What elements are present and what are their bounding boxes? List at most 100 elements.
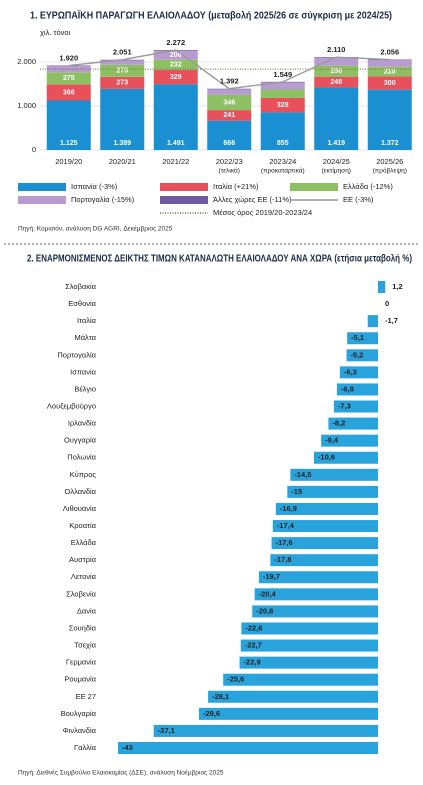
- total-label: 1.549: [273, 70, 292, 79]
- total-label: 1.392: [220, 77, 239, 86]
- y-tick-label: 0: [32, 145, 36, 154]
- category-label: Κροατία: [69, 521, 96, 530]
- bar-segment: [46, 72, 91, 85]
- value-label: -25,6: [227, 675, 244, 684]
- y-tick-label: 1.000: [17, 101, 36, 110]
- legend-swatch: [18, 183, 66, 191]
- total-label: 2.110: [327, 45, 345, 54]
- bar-segment: [207, 110, 252, 121]
- category-label: Σλοβενία: [66, 589, 97, 598]
- bar-segment: [314, 87, 359, 150]
- bar-segment: [367, 89, 412, 150]
- value-label: -8,2: [332, 419, 345, 428]
- bar: [321, 434, 378, 447]
- value-label: -22,7: [245, 641, 262, 650]
- value-label: -17,8: [274, 555, 291, 564]
- x-tick-label: 2019/20: [55, 157, 82, 166]
- category-label: Αυστρία: [69, 555, 97, 564]
- bar: [254, 588, 378, 601]
- bar-segment: [367, 60, 412, 67]
- category-label: Πολωνία: [67, 453, 96, 462]
- bar: [272, 520, 378, 533]
- value-label: -9,4: [325, 436, 339, 445]
- category-label: Εσθονία: [68, 299, 96, 308]
- bar-segment: [100, 88, 145, 150]
- value-label: -17,4: [277, 521, 295, 530]
- source: Πηγή: Κομισιόν, ανάλυση DG AGRI, Δεκέμβρ…: [18, 225, 173, 233]
- category-label: Ιρλανδία: [68, 419, 97, 428]
- value-label: -20,4: [259, 589, 277, 598]
- chart-title: 2. ΕΝΑΡΜΟΝΙΣΜΕΝΟΣ ΔΕΙΚΤΗΣ ΤΙΜΩΝ ΚΑΤΑΝΑΛΩ…: [27, 254, 412, 265]
- bar: [270, 554, 378, 567]
- total-label: 1.920: [59, 54, 78, 63]
- bar-segment: [153, 84, 198, 150]
- bar: [208, 690, 378, 703]
- y-axis-label: χιλ. τόνοι: [40, 28, 71, 37]
- bar: [290, 468, 378, 481]
- x-tick-label: 2020/21: [109, 157, 136, 166]
- value-label: 666: [223, 140, 235, 147]
- x-tick-note: (τελικά): [219, 167, 240, 175]
- value-label: -20,8: [256, 606, 273, 615]
- y-tick-label: 2.000: [17, 57, 36, 66]
- value-label: 328: [277, 102, 289, 109]
- legend-label: Πορτογαλία (-15%): [71, 195, 135, 204]
- value-label: 241: [223, 112, 235, 119]
- bar: [333, 400, 378, 413]
- category-label: Κύπρος: [70, 470, 97, 479]
- value-label: 1.491: [167, 140, 185, 147]
- bar: [346, 349, 378, 362]
- bar: [367, 315, 378, 328]
- value-label: 1.389: [113, 140, 131, 147]
- bar-segment: [207, 94, 252, 111]
- bar-segment: [367, 66, 412, 77]
- value-label: 232: [170, 62, 182, 69]
- value-label: 273: [116, 80, 128, 87]
- bar-segment: [367, 59, 412, 61]
- value-label: 366: [63, 89, 75, 96]
- bar-segment: [46, 65, 91, 67]
- value-label: -6,3: [344, 367, 357, 376]
- bar-segment: [207, 89, 252, 95]
- bar: [271, 537, 378, 550]
- bar-segment: [46, 84, 91, 101]
- x-tick-label: 2023/24: [269, 157, 296, 166]
- x-tick-note: (πρόβλεψη): [373, 167, 407, 175]
- value-label: 1.419: [327, 140, 345, 147]
- bar-segment: [100, 60, 145, 65]
- legend-label: Ελλάδα (-12%): [343, 182, 393, 191]
- category-label: Ρουμανία: [64, 675, 96, 684]
- bar: [275, 502, 378, 515]
- total-label: 2.051: [113, 48, 132, 57]
- bar: [240, 639, 378, 652]
- total-label: 2.272: [166, 38, 185, 47]
- bar-segment: [100, 64, 145, 77]
- legend-label: Ισπανία (-3%): [71, 182, 118, 191]
- bar-segment: [153, 50, 198, 60]
- bar-segment: [260, 112, 305, 150]
- x-tick-label: 2024/25: [323, 157, 350, 166]
- value-label: -29,6: [203, 709, 220, 718]
- value-label: -37,1: [158, 726, 175, 735]
- category-label: Ουγγαρία: [64, 436, 97, 445]
- category-label: Βουλγαρία: [61, 709, 97, 718]
- value-label: -5,1: [351, 333, 364, 342]
- category-label: Ολλανδία: [65, 487, 97, 496]
- chart-title: 1. ΕΥΡΩΠΑΪΚΗ ΠΑΡΑΓΩΓΗ ΕΛΑΙΟΛΑΔΟΥ (μεταβο…: [30, 9, 392, 22]
- value-label: 329: [170, 74, 182, 81]
- category-label: Σουηδία: [69, 623, 97, 632]
- legend-label: Ιταλία (+21%): [213, 182, 259, 191]
- value-label: -17,6: [276, 538, 293, 547]
- bar: [258, 571, 378, 584]
- value-label: -10,6: [318, 453, 335, 462]
- category-label: Πορτογαλία: [57, 350, 96, 359]
- category-label: Σλοβακία: [65, 282, 97, 291]
- value-label: 1.372: [381, 140, 399, 147]
- category-label: Γερμανία: [66, 658, 97, 667]
- bar: [239, 656, 378, 669]
- bar-segment: [207, 120, 252, 150]
- value-label: 275: [116, 68, 128, 75]
- value-label: 855: [277, 140, 289, 147]
- legend-swatch: [160, 196, 208, 204]
- legend-label: ΕΕ (-3%): [343, 195, 374, 204]
